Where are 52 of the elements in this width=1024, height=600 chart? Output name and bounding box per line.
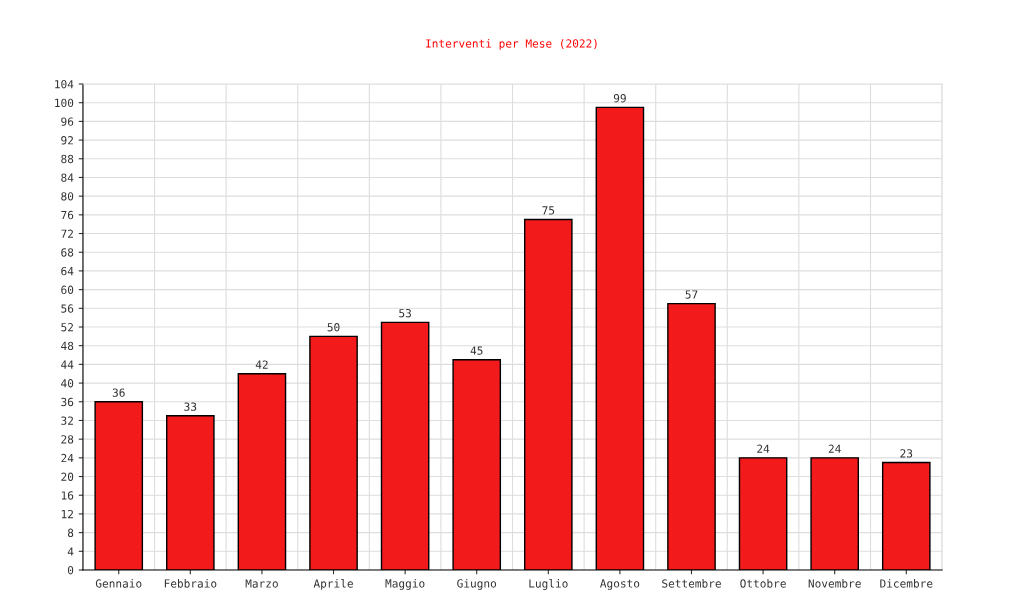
y-tick-label: 48 (61, 341, 74, 351)
data-label: 33 (184, 402, 197, 411)
y-tick-label: 56 (61, 304, 74, 313)
y-tick-label: 44 (61, 360, 74, 369)
y-tick-label: 76 (61, 210, 74, 220)
y-tick-label: 104 (55, 80, 74, 89)
y-tick-label: 0 (67, 566, 74, 575)
y-tick-label: 36 (61, 397, 74, 407)
data-label: 75 (542, 206, 555, 215)
y-tick-label: 32 (61, 416, 73, 425)
y-tick-label: 72 (61, 229, 73, 238)
data-label: 24 (828, 444, 841, 453)
x-tick-label: Novembre (808, 579, 861, 588)
y-tick-label: 24 (61, 453, 74, 463)
x-tick-label: Dicembre (880, 579, 933, 588)
data-label: 45 (470, 346, 483, 355)
data-label: 53 (399, 308, 411, 318)
x-tick-label: Agosto (600, 579, 640, 590)
chart-title: Interventi per Mese (2022) (426, 39, 597, 50)
data-label: 57 (685, 290, 698, 299)
data-label: 23 (900, 449, 913, 458)
data-label: 36 (112, 388, 125, 397)
y-tick-label: 28 (61, 435, 74, 444)
x-tick-label: Settembre (662, 579, 721, 588)
x-tick-label: Febbraio (164, 579, 217, 588)
x-tick-label: Gennaio (95, 579, 142, 588)
data-label: 42 (255, 360, 268, 369)
y-tick-label: 96 (61, 117, 74, 126)
x-tick-label: Luglio (529, 579, 568, 590)
y-tick-label: 92 (61, 136, 73, 145)
y-tick-label: 12 (61, 509, 73, 519)
y-tick-label: 88 (61, 154, 74, 164)
y-tick-label: 4 (67, 547, 74, 556)
y-tick-label: 68 (61, 248, 74, 257)
y-tick-label: 100 (55, 98, 74, 108)
data-label: 50 (327, 323, 340, 332)
y-tick-label: 16 (61, 491, 74, 500)
data-label: 99 (613, 94, 626, 103)
y-tick-label: 64 (61, 266, 74, 276)
x-tick-label: Maggio (385, 579, 425, 590)
x-tick-label: Ottobre (740, 579, 786, 588)
x-tick-label: Aprile (313, 579, 353, 590)
y-tick-label: 8 (67, 528, 74, 538)
y-tick-label: 84 (61, 173, 74, 182)
y-tick-label: 52 (61, 323, 73, 332)
y-tick-label: 20 (61, 472, 74, 481)
x-tick-label: Marzo (245, 579, 278, 588)
x-tick-label: Giugno (457, 579, 497, 590)
data-label: 24 (757, 444, 770, 453)
y-tick-label: 60 (61, 285, 74, 295)
y-tick-label: 80 (61, 192, 74, 201)
y-tick-label: 40 (61, 379, 74, 388)
